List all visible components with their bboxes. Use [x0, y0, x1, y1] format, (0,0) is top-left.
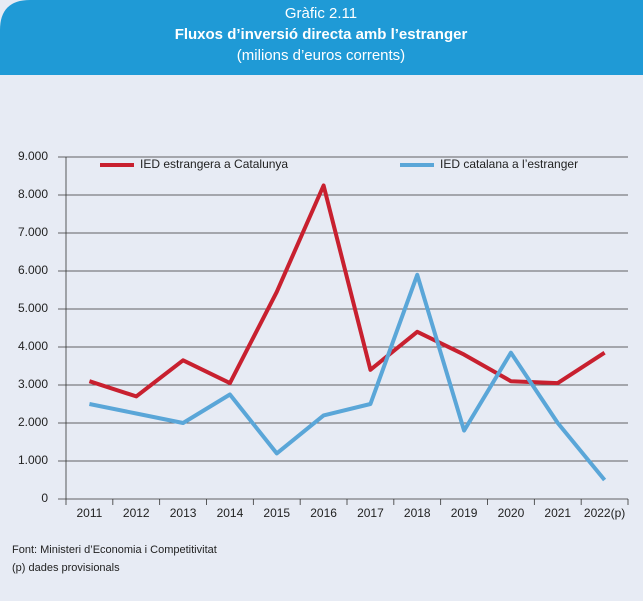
- chart-panel: [0, 75, 643, 601]
- y-tick-label: 6.000: [18, 263, 48, 277]
- x-tick-label: 2021: [544, 506, 571, 520]
- x-tick-label: 2017: [357, 506, 384, 520]
- chart-label: Gràfic 2.11: [285, 5, 357, 22]
- y-tick-label: 0: [41, 491, 48, 505]
- legend-label: IED catalana a l’estranger: [440, 157, 578, 171]
- x-tick-label: 2015: [263, 506, 290, 520]
- data-line: [88, 183, 606, 399]
- y-tick-label: 4.000: [18, 339, 48, 353]
- y-tick-label: 3.000: [18, 377, 48, 391]
- x-tick-label: 2014: [217, 506, 244, 520]
- chart-title: Fluxos d’inversió directa amb l’estrange…: [175, 26, 468, 43]
- footnote: (p) dades provisionals: [12, 562, 120, 574]
- x-tick-label: 2020: [498, 506, 525, 520]
- y-tick-label: 1.000: [18, 453, 48, 467]
- source-note: Font: Ministeri d’Economia i Competitivi…: [12, 544, 217, 556]
- x-tick-label: 2016: [310, 506, 337, 520]
- y-tick-label: 9.000: [18, 149, 48, 163]
- y-tick-label: 2.000: [18, 415, 48, 429]
- y-tick-label: 5.000: [18, 301, 48, 315]
- x-tick-label: 2019: [451, 506, 478, 520]
- x-tick-label: 2012: [123, 506, 150, 520]
- y-tick-label: 7.000: [18, 225, 48, 239]
- chart-subtitle: (milions d’euros corrents): [237, 47, 405, 64]
- x-tick-label: 2011: [77, 506, 103, 520]
- data-line: [89, 272, 607, 482]
- x-tick-label: 2022(p): [584, 506, 625, 520]
- x-tick-label: 2018: [404, 506, 431, 520]
- y-tick-label: 8.000: [18, 187, 48, 201]
- legend-label: IED estrangera a Catalunya: [140, 157, 288, 171]
- x-tick-label: 2013: [170, 506, 197, 520]
